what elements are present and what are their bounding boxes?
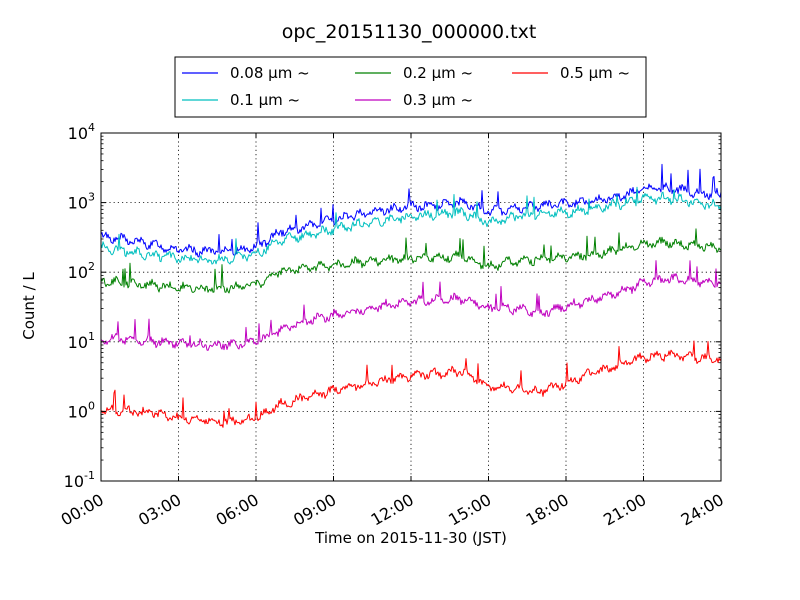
legend-label: 0.1 μm ~ <box>230 91 300 109</box>
x-tick-label: 15:00 <box>445 490 494 530</box>
series-line <box>100 260 722 351</box>
x-tick-label: 24:00 <box>678 490 727 530</box>
legend-label: 0.3 μm ~ <box>403 91 473 109</box>
plot-frame <box>100 132 722 482</box>
y-tick-label: 102 <box>68 260 95 282</box>
axis-ticks <box>100 132 722 482</box>
y-tick-label: 104 <box>68 121 95 143</box>
legend-label: 0.08 μm ~ <box>230 64 310 82</box>
series-line <box>100 186 722 265</box>
x-tick-label: 09:00 <box>290 490 339 530</box>
series-line <box>100 228 722 294</box>
x-tick-label: 03:00 <box>135 490 184 530</box>
x-tick-labels: 00:00 03:00 06:00 09:00 12:00 15:00 18:00 21:00… <box>58 490 727 530</box>
x-tick-label: 21:00 <box>600 490 649 530</box>
legend-box <box>174 56 647 118</box>
x-tick-label: 12:00 <box>368 490 417 530</box>
series-layer <box>100 163 722 428</box>
chart-title: opc_20151130_000000.txt <box>282 21 537 43</box>
x-tick-label: 00:00 <box>58 490 107 530</box>
grid <box>101 133 721 481</box>
y-tick-label: 103 <box>68 191 95 213</box>
legend: 0.08 μm ~ 0.1 μm ~ 0.2 μm ~ 0.3 μm ~ 0.5 μm … <box>174 56 647 118</box>
series-line <box>100 340 722 428</box>
legend-label: 0.2 μm ~ <box>403 64 473 82</box>
x-tick-label: 06:00 <box>213 490 262 530</box>
y-tick-labels: 10-1 100 101 102 103 104 <box>64 121 95 491</box>
series-line <box>100 163 722 258</box>
y-tick-label: 101 <box>68 330 95 352</box>
x-tick-label: 18:00 <box>523 490 572 530</box>
y-tick-label: 100 <box>68 399 95 421</box>
legend-label: 0.5 μm ~ <box>560 64 630 82</box>
x-axis-label: Time on 2015-11-30 (JST) <box>314 529 507 547</box>
y-axis-label: Count / L <box>20 272 38 340</box>
y-tick-label: 10-1 <box>64 469 95 491</box>
